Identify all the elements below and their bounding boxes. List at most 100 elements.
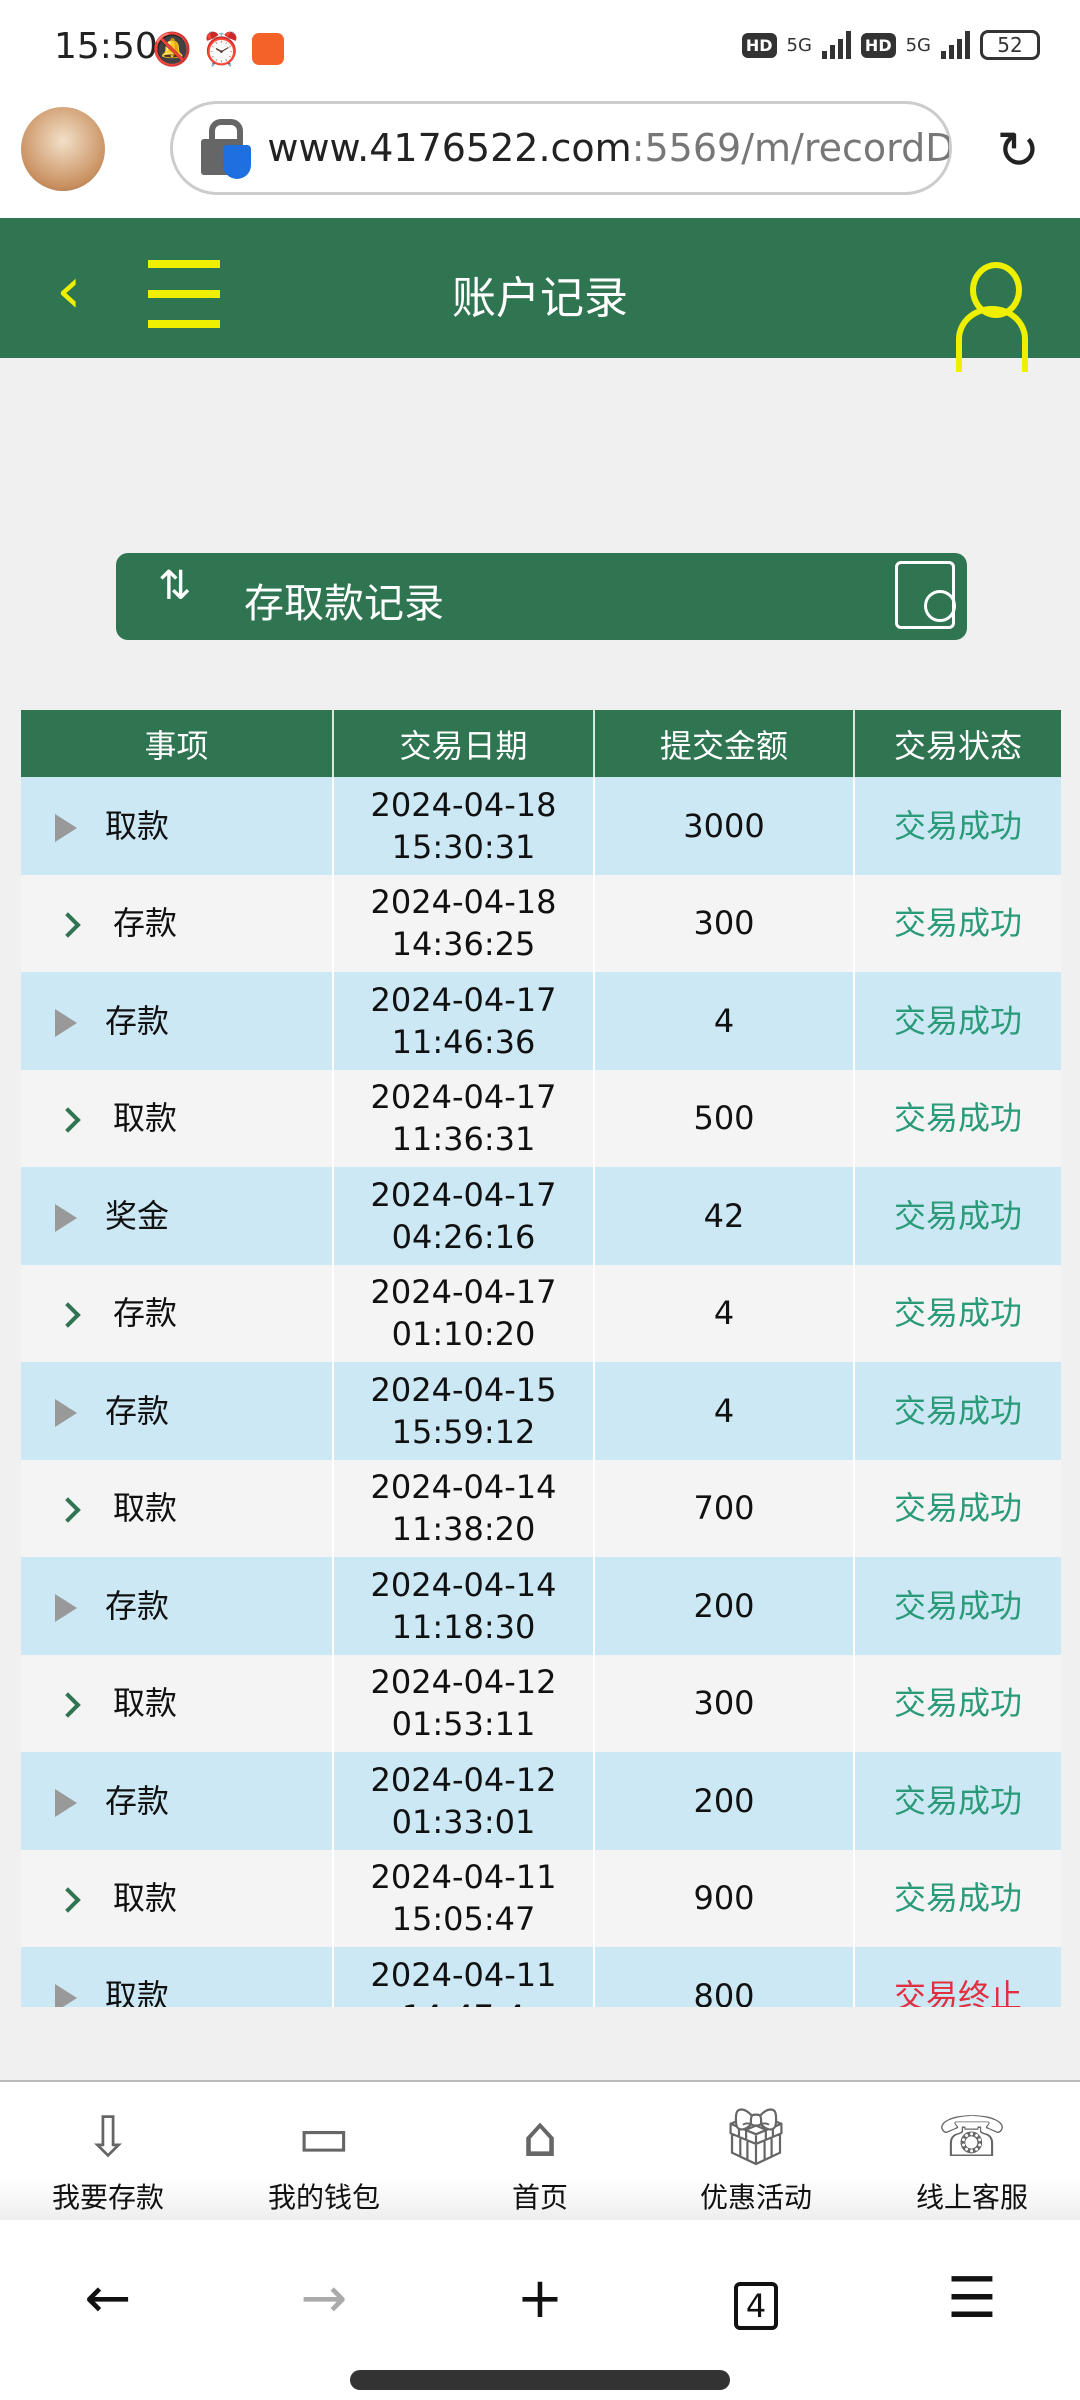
amount-cell: 500 — [594, 1069, 855, 1167]
triangle-arrow-icon — [55, 1398, 77, 1427]
wallet-icon: ▭ — [297, 2105, 351, 2170]
amount-cell: 42 — [594, 1167, 855, 1265]
date-cell: 2024-04-18 15:30:31 — [333, 777, 595, 875]
date-cell: 2024-04-18 14:36:25 — [333, 874, 595, 972]
menu-icon[interactable] — [148, 260, 220, 350]
time: 11:38:20 — [391, 1510, 536, 1549]
date: 2024-04-17 — [370, 980, 557, 1019]
tab-gift[interactable]: 🎁︎ 优惠活动 — [648, 2082, 864, 2220]
lock-icon[interactable] — [201, 119, 251, 179]
tab-label: 优惠活动 — [699, 2181, 812, 2214]
browser-menu-icon[interactable]: ☰ — [946, 2266, 998, 2331]
amount-cell: 900 — [594, 1849, 855, 1947]
address-bar[interactable]: www.4176522.com:5569/m/recordDep — [170, 101, 952, 195]
hd-icon: HD — [860, 32, 896, 58]
item-cell: 存款 — [21, 874, 334, 972]
date-cell: 2024-04-14 11:18:30 — [333, 1557, 595, 1655]
time: 14:36:25 — [391, 925, 536, 964]
battery-icon: 52 — [980, 30, 1040, 60]
item-type: 存款 — [113, 1294, 178, 1333]
table-row[interactable]: 取款 2024-04-14 11:38:20 700 交易成功 — [21, 1459, 1061, 1557]
tab-wallet[interactable]: ▭ 我的钱包 — [216, 2082, 432, 2220]
item-type: 取款 — [105, 1976, 170, 2007]
item-cell: 存款 — [21, 1264, 334, 1362]
status-cell: 交易成功 — [854, 874, 1061, 972]
item-type: 取款 — [113, 1684, 178, 1723]
browser-back-icon[interactable]: ← — [84, 2266, 132, 2331]
triangle-arrow-icon — [55, 1593, 77, 1622]
triangle-arrow-icon — [55, 1788, 77, 1817]
alarm-icon: ⏰ — [201, 30, 242, 68]
mute-icon: 🔕 — [152, 30, 192, 68]
date-cell: 2024-04-14 11:38:20 — [333, 1459, 595, 1557]
date: 2024-04-17 — [370, 1175, 557, 1214]
table-row[interactable]: 取款 2024-04-18 15:30:31 3000 交易成功 — [21, 777, 1061, 875]
status-cell: 交易成功 — [854, 1069, 1061, 1167]
column-header: 交易状态 — [854, 710, 1061, 777]
date: 2024-04-12 — [370, 1760, 557, 1799]
table-row[interactable]: 存款 2024-04-17 11:46:36 4 交易成功 — [21, 972, 1061, 1070]
status-cell: 交易成功 — [854, 1752, 1061, 1850]
status-cell: 交易成功 — [854, 1557, 1061, 1655]
chevron-right-icon — [55, 1107, 81, 1133]
tabs-button[interactable]: 4 — [648, 2220, 864, 2400]
table-row[interactable]: 取款 2024-04-11 15:05:47 900 交易成功 — [21, 1849, 1061, 1947]
date-cell: 2024-04-11 15:05:47 — [333, 1849, 595, 1947]
back-icon[interactable]: ‹ — [56, 254, 82, 328]
reload-icon[interactable]: ↻ — [996, 121, 1040, 181]
browser-forward-icon[interactable]: → — [300, 2266, 348, 2331]
amount-cell: 4 — [594, 1362, 855, 1460]
time: 11:18:30 — [391, 1607, 536, 1646]
tab-label: 我要存款 — [51, 2181, 164, 2214]
date: 2024-04-15 — [370, 1370, 557, 1409]
status-cell: 交易成功 — [854, 1167, 1061, 1265]
time: 01:33:01 — [391, 1802, 536, 1841]
column-header: 交易日期 — [333, 710, 595, 777]
date: 2024-04-17 — [370, 1273, 557, 1312]
tab-support[interactable]: ☏ 线上客服 — [864, 2082, 1080, 2220]
home-indicator[interactable] — [350, 2370, 730, 2390]
signal-icon — [821, 31, 851, 59]
search-record-icon[interactable] — [895, 561, 956, 629]
user-icon[interactable] — [956, 262, 1028, 372]
records-banner: ⇅ 存取款记录 — [116, 553, 967, 640]
item-cell: 取款 — [21, 1849, 334, 1947]
tab-label: 首页 — [511, 2181, 568, 2214]
signal-icon — [941, 31, 970, 59]
date: 2024-04-14 — [370, 1565, 557, 1604]
page-title: 账户记录 — [452, 273, 628, 324]
time: 01:10:20 — [391, 1315, 536, 1354]
table-row[interactable]: 取款 2024-04-11 14:47:4800交易终止 — [21, 1947, 1061, 2007]
app-header: ‹ 账户记录 — [0, 218, 1080, 372]
clock: 15:50 — [54, 26, 158, 67]
tab-home[interactable]: ⌂ 首页 — [432, 2082, 648, 2220]
item-type: 存款 — [105, 1781, 170, 1820]
table-row[interactable]: 取款 2024-04-12 01:53:11 300 交易成功 — [21, 1654, 1061, 1752]
tab-deposit[interactable]: ⇩ 我要存款 — [0, 2082, 216, 2220]
date-cell: 2024-04-11 14:47:4 — [333, 1947, 595, 2007]
item-cell: 取款 — [21, 1654, 334, 1752]
item-type: 取款 — [105, 806, 170, 845]
table-row[interactable]: 存款 2024-04-14 11:18:30 200 交易成功 — [21, 1557, 1061, 1655]
table-row[interactable]: 取款 2024-04-17 11:36:31 500 交易成功 — [21, 1069, 1061, 1167]
time: 15:59:12 — [391, 1412, 536, 1451]
table-row[interactable]: 存款 2024-04-12 01:33:01 200 交易成功 — [21, 1752, 1061, 1850]
item-cell: 存款 — [21, 1362, 334, 1460]
date: 2024-04-18 — [370, 883, 557, 922]
time: 11:36:31 — [391, 1120, 536, 1159]
table-row[interactable]: 存款 2024-04-17 01:10:20 4 交易成功 — [21, 1264, 1061, 1362]
item-cell: 取款 — [21, 1069, 334, 1167]
status-cell: 交易成功 — [854, 1654, 1061, 1752]
time: 11:46:36 — [391, 1022, 536, 1061]
date-cell: 2024-04-17 01:10:20 — [333, 1264, 595, 1362]
table-row[interactable]: 存款 2024-04-18 14:36:25 300 交易成功 — [21, 874, 1061, 972]
avatar[interactable] — [21, 107, 105, 191]
triangle-arrow-icon — [55, 1008, 77, 1037]
new-tab-icon[interactable]: + — [516, 2266, 564, 2331]
table-row[interactable]: 存款 2024-04-15 15:59:12 4 交易成功 — [21, 1362, 1061, 1460]
amount-cell: 700 — [594, 1459, 855, 1557]
item-cell: 取款 — [21, 1947, 334, 2007]
item-cell: 取款 — [21, 1459, 334, 1557]
network-label: 5G — [786, 34, 812, 56]
table-row[interactable]: 奖金 2024-04-17 04:26:16 42 交易成功 — [21, 1167, 1061, 1265]
